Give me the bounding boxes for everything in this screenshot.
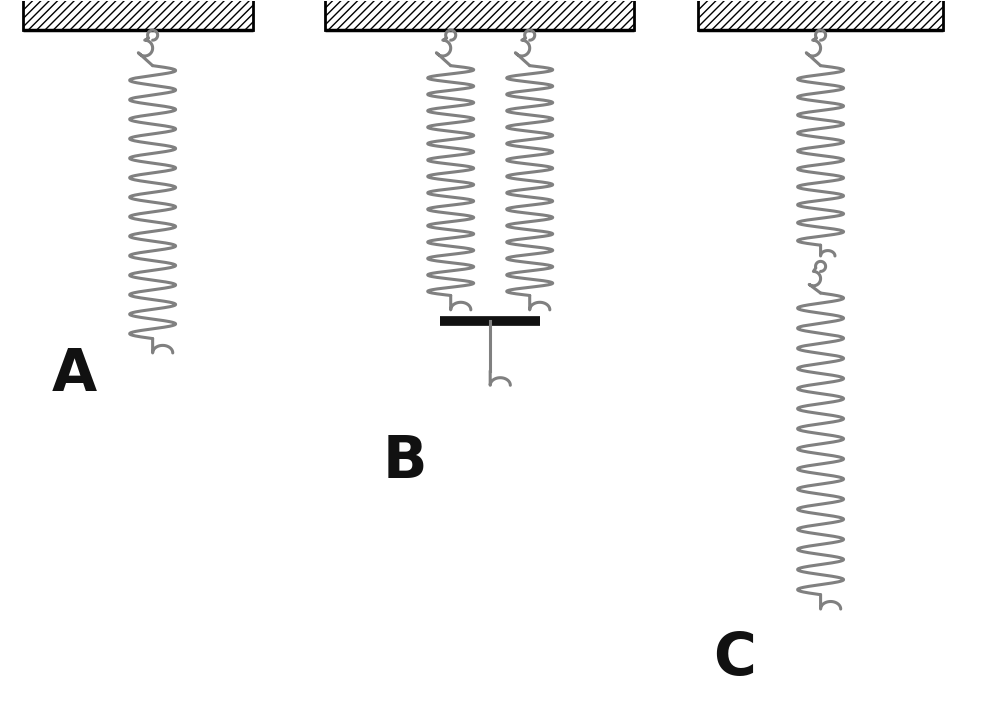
Text: B: B bbox=[383, 433, 427, 490]
Text: C: C bbox=[712, 630, 756, 687]
Text: A: A bbox=[52, 346, 97, 403]
Bar bbox=[699, 0, 943, 30]
Bar bbox=[24, 0, 253, 30]
Bar bbox=[325, 0, 634, 30]
